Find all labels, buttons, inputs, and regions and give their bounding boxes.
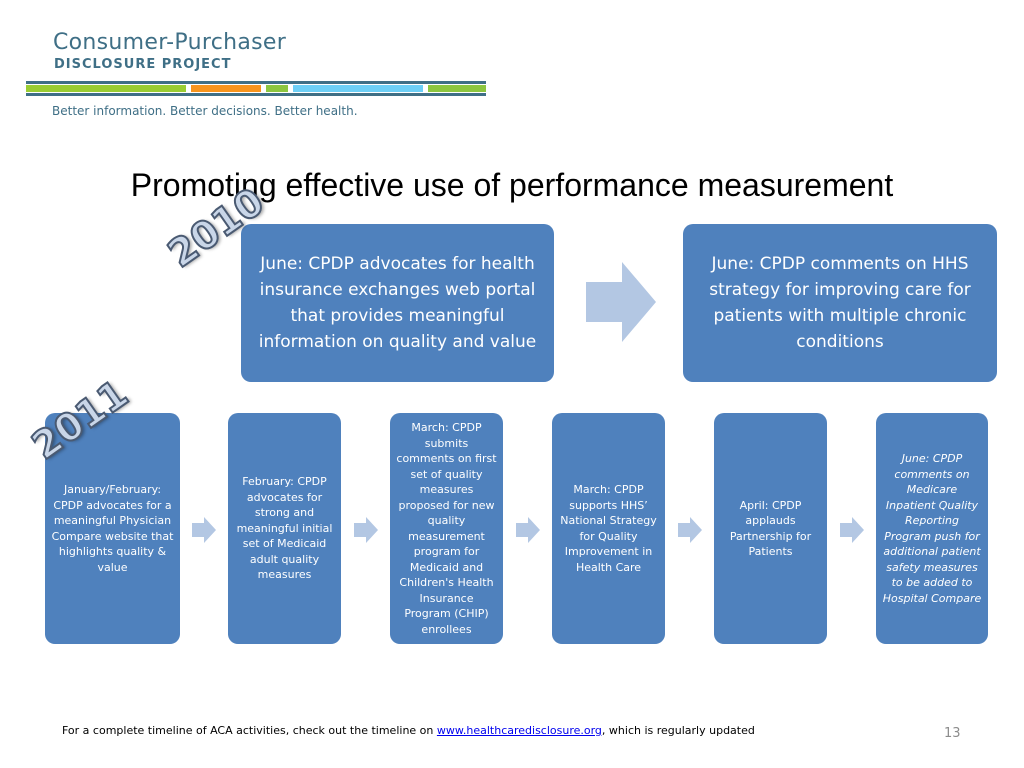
arrow-right-icon (586, 262, 656, 342)
timeline-text: March: CPDP submits comments on first se… (396, 421, 497, 636)
logo-tagline: Better information. Better decisions. Be… (52, 104, 358, 118)
arrow-right-icon (192, 517, 216, 543)
timeline-box-2011-2: February: CPDP advocates for strong and … (228, 413, 341, 644)
logo-title: Consumer-Purchaser (53, 30, 287, 55)
arrow-right-icon (678, 517, 702, 543)
arrow-right-icon (354, 517, 378, 543)
timeline-text: June: CPDP advocates for health insuranc… (258, 254, 537, 352)
slide-title: Promoting effective use of performance m… (130, 167, 894, 203)
footnote-text-before: For a complete timeline of ACA activitie… (62, 724, 437, 737)
timeline-text: March: CPDP supports HHS’ National Strat… (560, 483, 657, 574)
timeline-box-2011-1: January/February: CPDP advocates for a m… (45, 413, 180, 644)
timeline-text: June: CPDP comments on HHS strategy for … (709, 254, 971, 352)
logo: Consumer-Purchaser DISCLOSURE PROJECT Be… (0, 0, 500, 130)
timeline-text: June: CPDP comments on Medicare Inpatien… (882, 452, 982, 605)
footnote-text-after: , which is regularly updated (601, 724, 755, 737)
timeline-box-2011-4: March: CPDP supports HHS’ National Strat… (552, 413, 665, 644)
timeline-box-2011-6: June: CPDP comments on Medicare Inpatien… (876, 413, 988, 644)
timeline-text: January/February: CPDP advocates for a m… (51, 483, 174, 574)
timeline-box-2011-5: April: CPDP applauds Partnership for Pat… (714, 413, 827, 644)
logo-color-bar (26, 81, 486, 96)
footnote: For a complete timeline of ACA activitie… (62, 724, 755, 737)
page-number: 13 (944, 726, 961, 741)
arrow-right-icon (840, 517, 864, 543)
timeline-text: April: CPDP applauds Partnership for Pat… (729, 498, 812, 559)
timeline-text: February: CPDP advocates for strong and … (236, 475, 333, 582)
logo-subtitle: DISCLOSURE PROJECT (54, 57, 232, 72)
timeline-link[interactable]: www.healthcaredisclosure.org (436, 724, 602, 737)
timeline-box-2010-1: June: CPDP advocates for health insuranc… (241, 224, 554, 382)
arrow-right-icon (516, 517, 540, 543)
timeline-box-2010-2: June: CPDP comments on HHS strategy for … (683, 224, 997, 382)
timeline-box-2011-3: March: CPDP submits comments on first se… (390, 413, 503, 644)
